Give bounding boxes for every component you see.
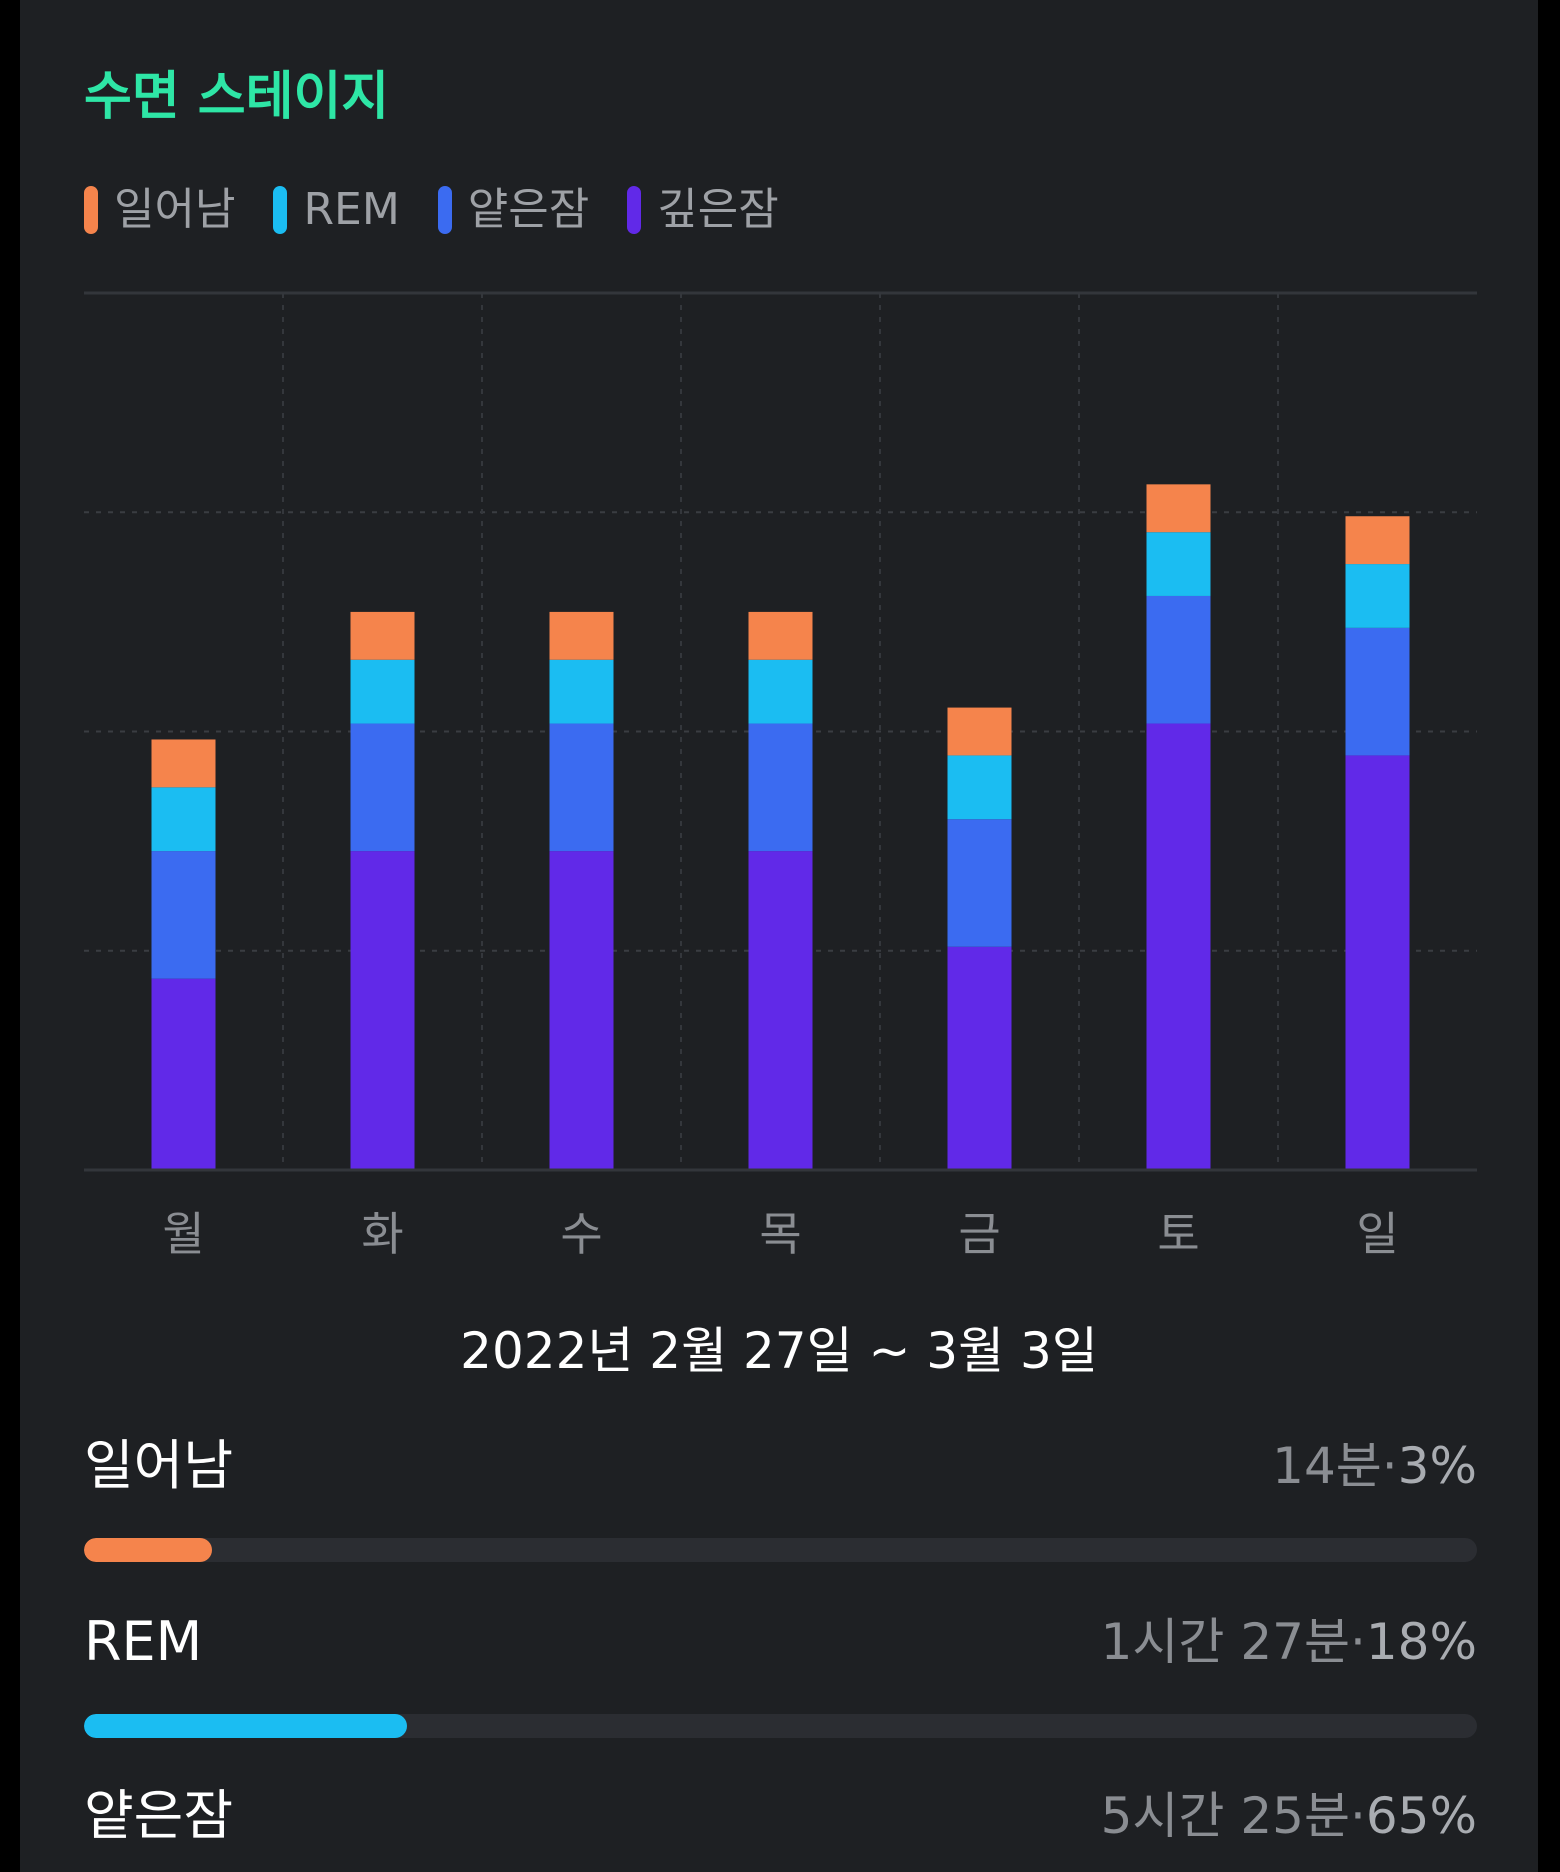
sleep-stage-card: 수면 스테이지 일어남 REM 얕은잠 깊은잠 월 화 수 목 금 토 일 2022년 2월… (20, 0, 1538, 1872)
bar-segment (947, 819, 1012, 947)
bar-segment (947, 946, 1012, 1170)
stat-percent: 65% (1365, 1787, 1477, 1845)
bar-segment (350, 851, 415, 1170)
stat-duration: 5시간 25분 (1100, 1787, 1350, 1845)
legend-label: 깊은잠 (657, 184, 779, 235)
stat-row-rem: REM 1시간 27분·18% (84, 1604, 1477, 1738)
stat-row-light: 얕은잠 5시간 25분·65% (84, 1778, 1477, 1872)
legend-item-deep: 깊은잠 (627, 180, 779, 240)
legend-swatch-deep (627, 186, 642, 234)
x-tick-label: 일 (1356, 1207, 1398, 1261)
stat-row-awake: 일어남 14분·3% (84, 1428, 1477, 1562)
legend-label: 얕은잠 (467, 184, 590, 235)
bar-segment (748, 611, 813, 660)
stat-value: 14분·3% (1272, 1428, 1477, 1504)
x-tick-label: 수 (560, 1207, 602, 1261)
legend-item-rem: REM (273, 180, 400, 240)
stat-duration: 1시간 27분 (1100, 1613, 1350, 1671)
x-tick-label: 금 (958, 1207, 1000, 1261)
legend-item-light: 얕은잠 (437, 180, 590, 240)
bar-segment (947, 755, 1012, 820)
bar-segment (1146, 723, 1211, 1170)
bar-segment (1146, 484, 1211, 533)
stat-percent: 18% (1365, 1613, 1477, 1671)
bar-segment (151, 787, 216, 852)
bar-segment (151, 978, 216, 1170)
bar-segment (151, 851, 216, 979)
x-tick-label: 목 (759, 1207, 801, 1261)
legend-label: REM (303, 184, 400, 235)
stat-name: REM (84, 1610, 203, 1673)
stat-separator: · (1381, 1437, 1398, 1495)
bar-segment (549, 611, 614, 660)
legend-swatch-rem (273, 186, 288, 234)
stat-percent: 3% (1397, 1437, 1477, 1495)
x-tick-label: 화 (361, 1207, 403, 1261)
bar-segment (1345, 627, 1410, 756)
bar-segment (1345, 516, 1410, 565)
bar-segment (947, 707, 1012, 756)
stat-progress-fill (84, 1714, 408, 1738)
bar-segment (549, 723, 614, 852)
stat-name: 얕은잠 (84, 1784, 234, 1847)
x-tick-label: 토 (1157, 1207, 1199, 1261)
stat-duration: 14분 (1272, 1437, 1382, 1495)
bar-segment (350, 659, 415, 724)
bar-segment (1146, 595, 1211, 724)
bar-segment (350, 723, 415, 852)
stat-progress-fill (84, 1538, 213, 1562)
legend-item-awake: 일어남 (84, 180, 235, 240)
stat-value: 1시간 27분·18% (1101, 1604, 1477, 1680)
bar-segment (350, 611, 415, 660)
date-range-label: 2022년 2월 27일 ~ 3월 3일 (460, 1322, 1098, 1380)
stat-value: 5시간 25분·65% (1101, 1778, 1477, 1854)
chart-legend: 일어남 REM 얕은잠 깊은잠 (84, 180, 817, 240)
legend-swatch-awake (84, 186, 98, 234)
bar-segment (151, 739, 216, 788)
bar-segment (748, 851, 813, 1170)
bar-segment (549, 851, 614, 1170)
stat-progress-track (84, 1714, 1477, 1738)
x-tick-label: 월 (162, 1207, 204, 1261)
legend-label: 일어남 (114, 184, 236, 235)
stat-separator: · (1349, 1787, 1366, 1845)
bar-segment (748, 659, 813, 724)
bar-segment (1345, 755, 1410, 1170)
bar-segment (1345, 564, 1410, 628)
legend-swatch-light (437, 186, 452, 234)
bar-segment (748, 723, 813, 852)
bar-segment (1146, 532, 1211, 596)
stat-separator: · (1349, 1613, 1366, 1671)
stat-name: 일어남 (84, 1434, 234, 1497)
card-title: 수면 스테이지 (84, 67, 390, 127)
stat-progress-track (84, 1538, 1477, 1562)
bar-segment (549, 659, 614, 724)
